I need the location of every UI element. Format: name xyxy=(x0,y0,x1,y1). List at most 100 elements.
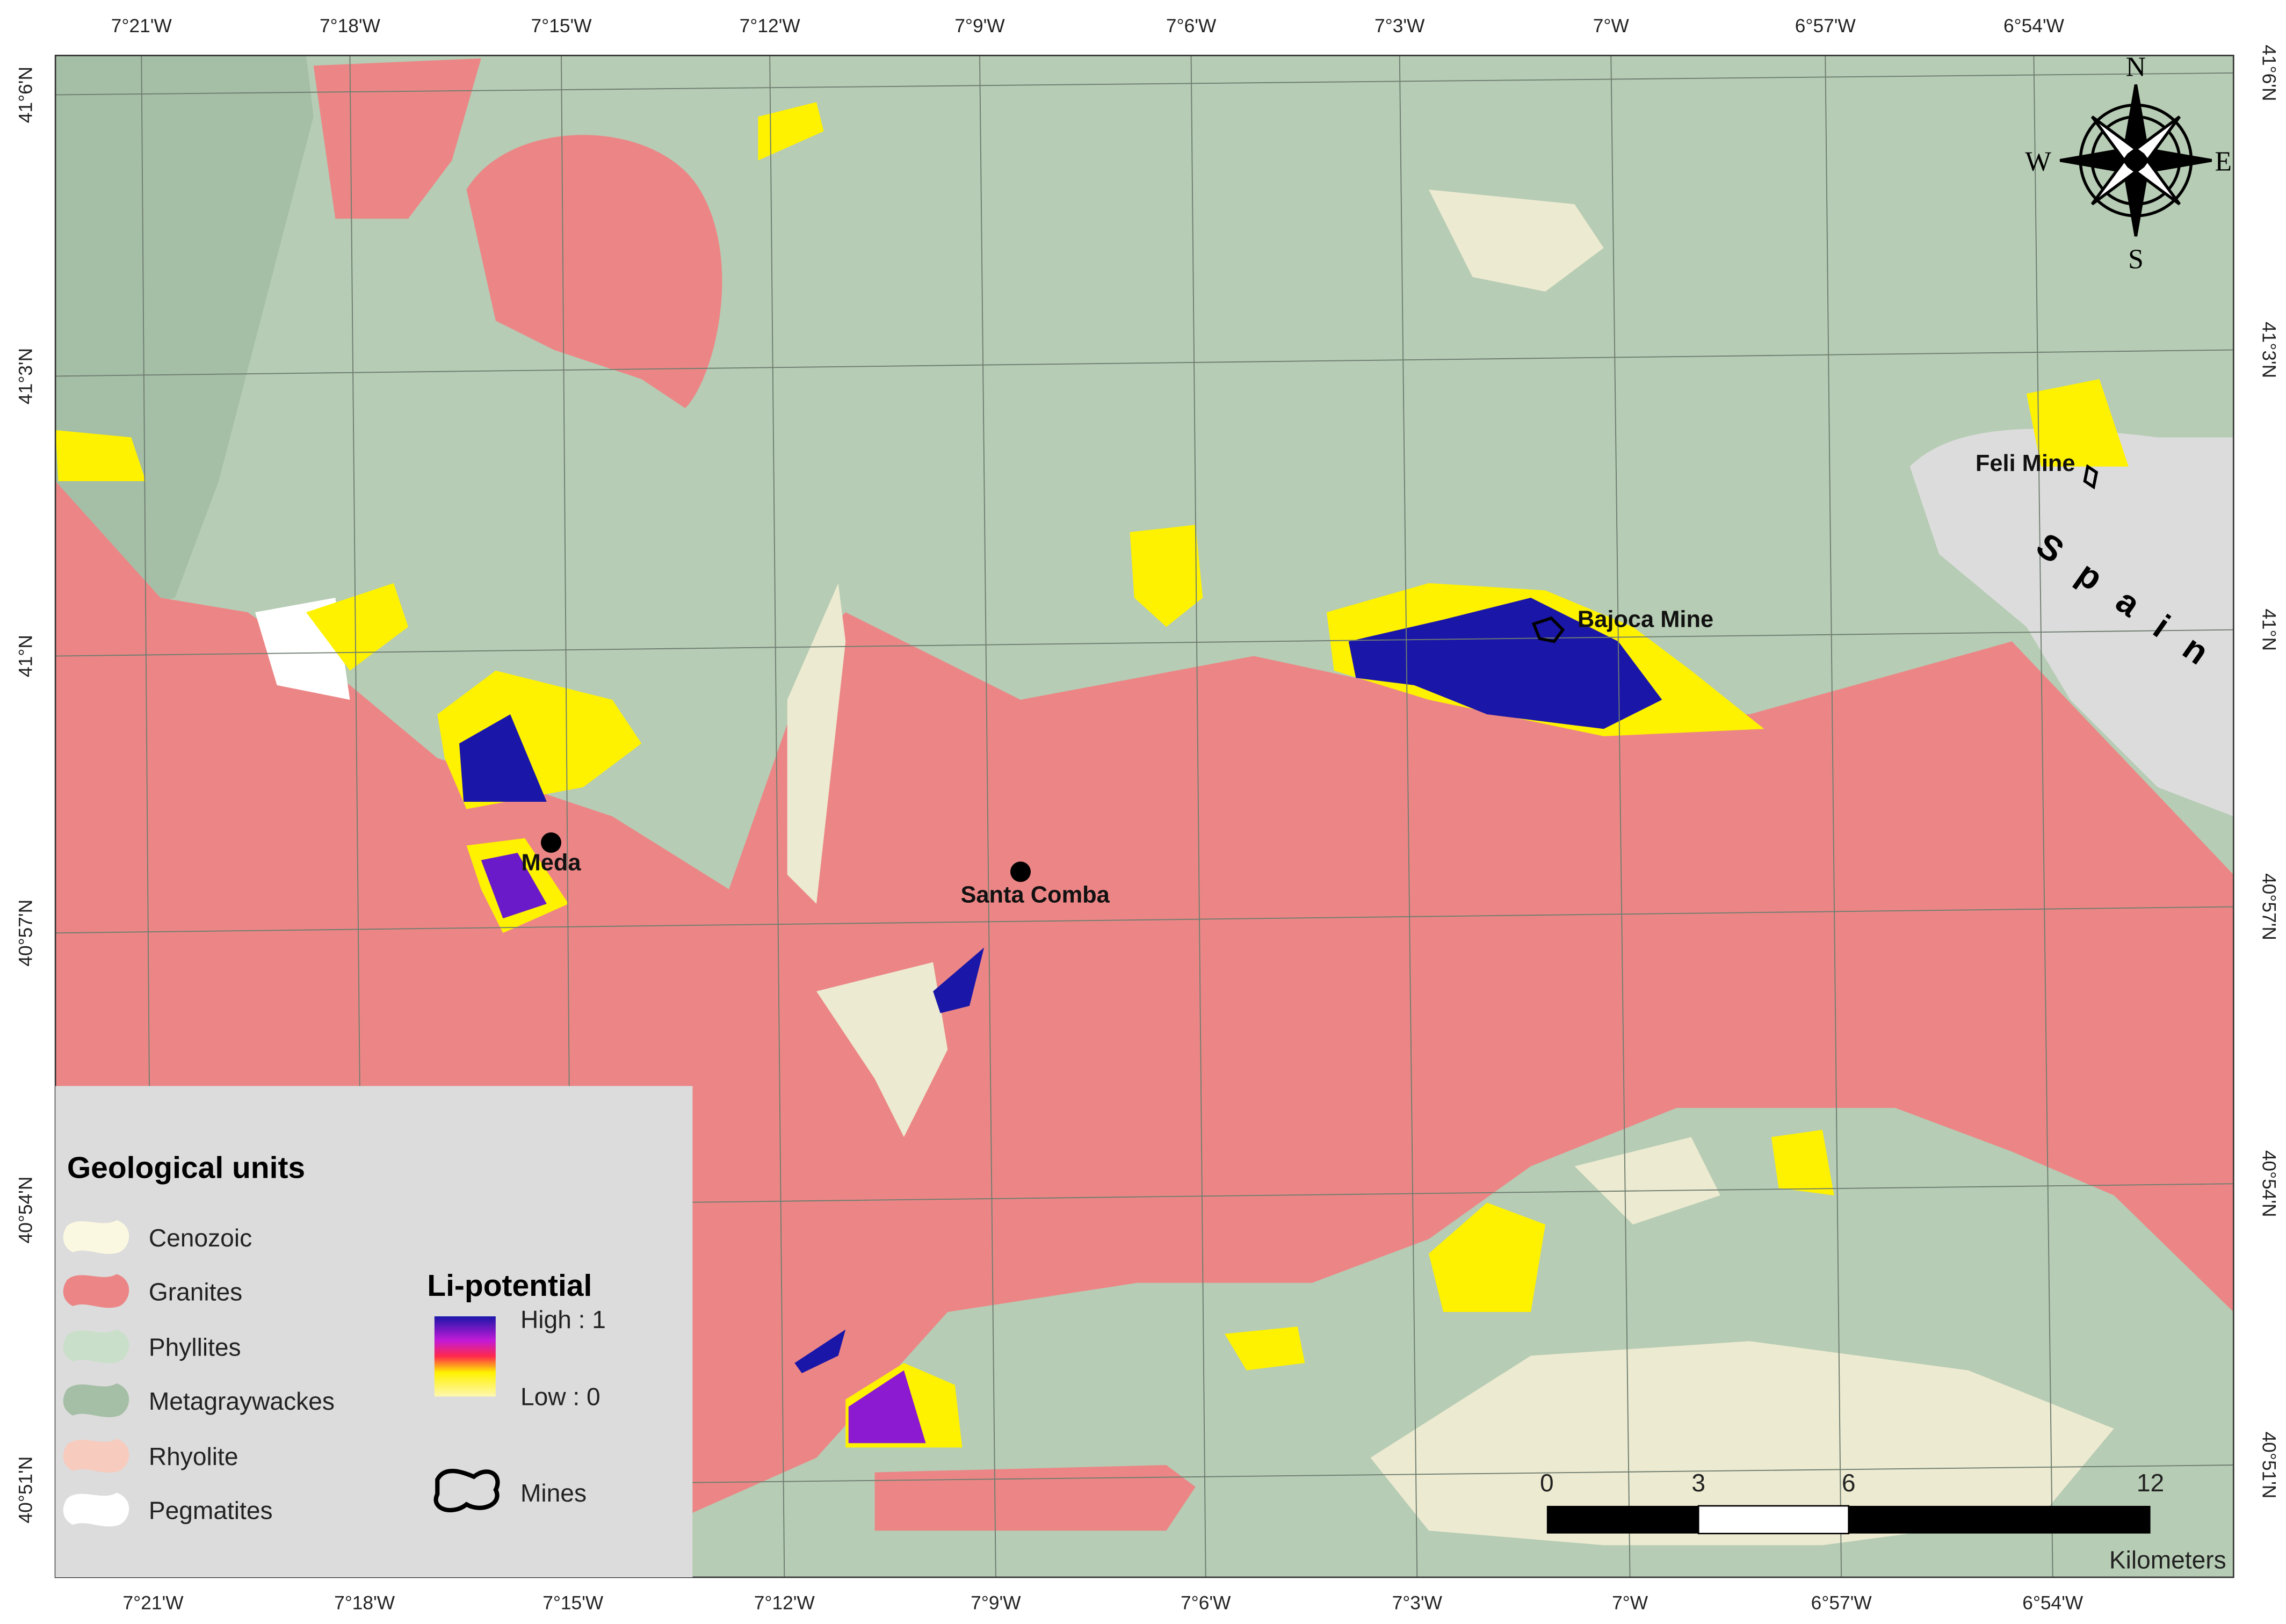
scale-label: 0 xyxy=(1540,1469,1554,1497)
grid-line xyxy=(55,906,2234,934)
y-tick-label: 40°57'N xyxy=(2259,873,2280,940)
map-frame xyxy=(55,55,2234,1578)
legend-swatch xyxy=(63,1439,129,1473)
li-potential-area xyxy=(306,583,408,671)
grid-line xyxy=(1825,55,1842,1578)
legend-swatch xyxy=(63,1220,129,1254)
li-potential-area xyxy=(1225,1326,1305,1371)
li-potential-area xyxy=(1771,1129,1834,1195)
y-tick-label: 40°51'N xyxy=(2259,1432,2280,1499)
grid-line xyxy=(55,349,2234,377)
legend-label: Phyllites xyxy=(149,1333,241,1361)
compass-label: N xyxy=(2126,52,2146,82)
x-tick-label: 7°15'W xyxy=(542,1593,604,1614)
li-potential-area xyxy=(1130,525,1203,627)
x-tick-label: 7°12'W xyxy=(740,16,801,37)
grid-line xyxy=(55,72,2234,96)
x-tick-label: 7°12'W xyxy=(754,1593,815,1614)
y-tick-label: 40°54'N xyxy=(2259,1150,2280,1217)
cenozoic-area xyxy=(1429,190,1604,292)
spain-area xyxy=(1909,429,2234,817)
scale-label: 6 xyxy=(1842,1469,1856,1497)
legend xyxy=(55,1086,693,1577)
legend-title: Li-potential xyxy=(427,1268,592,1303)
legend-label: High : 1 xyxy=(520,1306,606,1333)
x-tick-label: 6°57'W xyxy=(1795,16,1856,37)
granites-area xyxy=(313,58,481,219)
li-potential-area xyxy=(848,1370,926,1444)
y-tick-label: 41°N xyxy=(2259,608,2280,651)
grid-line xyxy=(769,55,785,1578)
scale-segment xyxy=(1697,1505,1850,1534)
scale-label: 12 xyxy=(2137,1469,2164,1497)
place-label: Santa Comba xyxy=(960,882,1110,908)
x-tick-label: 7°9'W xyxy=(954,16,1005,37)
grid-line xyxy=(55,629,2234,657)
x-tick-label: 7°21'W xyxy=(123,1593,184,1614)
granites-area xyxy=(55,481,2234,1516)
li-potential-area xyxy=(481,853,547,919)
legend-swatch xyxy=(63,1274,129,1308)
place-marker xyxy=(1010,861,1031,882)
legend-label: Cenozoic xyxy=(149,1224,252,1252)
grid-line xyxy=(1610,55,1631,1578)
legend-swatch xyxy=(63,1329,129,1364)
x-tick-label: 7°3'W xyxy=(1392,1593,1443,1614)
legend-title: Geological units xyxy=(67,1150,305,1185)
granites-area xyxy=(874,1465,1196,1531)
legend-label: Mines xyxy=(520,1479,587,1507)
x-tick-label: 6°54'W xyxy=(2003,16,2065,37)
place-label: Feli Mine xyxy=(1976,451,2075,476)
legend-label: Metagraywackes xyxy=(149,1387,335,1415)
x-tick-label: 7°18'W xyxy=(320,16,381,37)
x-tick-label: 7°6'W xyxy=(1181,1593,1231,1614)
x-tick-label: 7°6'W xyxy=(1166,16,1217,37)
cenozoic-area xyxy=(1574,1137,1720,1225)
li-potential-area xyxy=(933,947,985,1013)
li-potential-area xyxy=(1429,1202,1546,1312)
place-label: Meda xyxy=(522,850,582,876)
grid-line xyxy=(2033,55,2053,1578)
x-tick-label: 7°21'W xyxy=(111,16,172,37)
scale-segment xyxy=(1546,1506,1699,1534)
cenozoic-area xyxy=(816,962,948,1137)
place-label: Bajoca Mine xyxy=(1578,606,1713,632)
legend-label: Pegmatites xyxy=(149,1496,273,1524)
compass-label: S xyxy=(2128,244,2144,275)
cenozoic-area xyxy=(1370,1341,2114,1546)
x-tick-label: 7°15'W xyxy=(531,16,592,37)
x-tick-label: 7°W xyxy=(1612,1593,1648,1614)
y-tick-label: 41°N xyxy=(16,635,37,677)
y-tick-label: 40°57'N xyxy=(16,900,37,967)
li-gradient xyxy=(434,1316,496,1397)
grid-line xyxy=(1399,55,1418,1578)
y-tick-label: 41°3'N xyxy=(16,348,37,404)
mine-symbol xyxy=(433,1469,500,1513)
legend-swatch xyxy=(63,1492,129,1527)
compass-label: E xyxy=(2215,147,2232,177)
x-tick-label: 6°54'W xyxy=(2022,1593,2084,1614)
granites-area xyxy=(466,135,722,409)
cenozoic-area xyxy=(787,583,846,904)
x-tick-label: 6°57'W xyxy=(1811,1593,1872,1614)
grid-line xyxy=(979,55,996,1578)
li-potential-area xyxy=(459,714,547,802)
li-potential-area xyxy=(758,102,824,161)
mine-outline xyxy=(2083,464,2099,490)
x-tick-label: 7°W xyxy=(1593,16,1630,37)
li-potential-area xyxy=(794,1329,846,1373)
compass-label: W xyxy=(2025,147,2051,177)
y-tick-label: 41°6'N xyxy=(2259,45,2280,101)
legend-label: Low : 0 xyxy=(520,1383,601,1411)
legend-swatch xyxy=(63,1383,129,1417)
li-potential-area xyxy=(1348,598,1662,729)
x-tick-label: 7°18'W xyxy=(334,1593,395,1614)
legend-label: Granites xyxy=(149,1278,242,1306)
grid-line xyxy=(1190,55,1206,1578)
y-tick-label: 41°3'N xyxy=(2259,322,2280,378)
x-tick-label: 7°9'W xyxy=(971,1593,1021,1614)
map-border xyxy=(54,54,2234,1578)
scale-label: 3 xyxy=(1691,1469,1705,1497)
